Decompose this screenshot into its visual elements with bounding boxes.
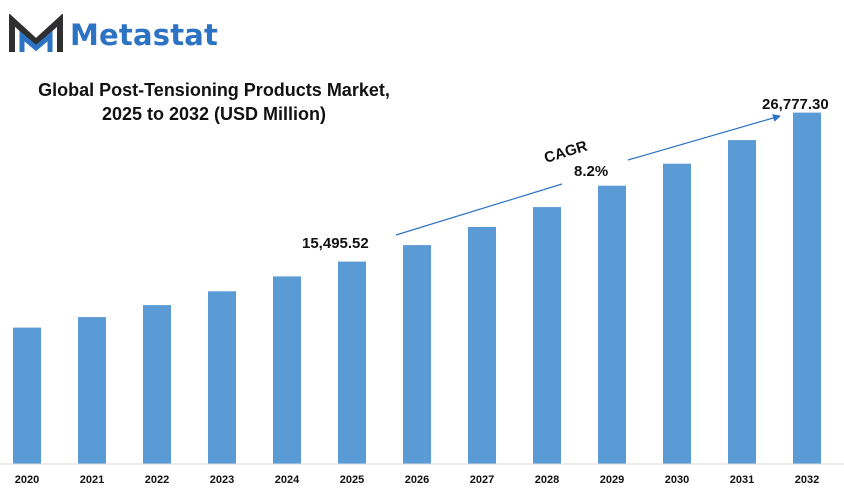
x-tick-2025: 2025 <box>340 474 364 486</box>
bar-2024 <box>273 276 301 464</box>
bars-layer <box>13 112 821 464</box>
x-tick-2029: 2029 <box>600 474 624 486</box>
end-value-label: 26,777.30 <box>762 96 829 113</box>
cagr-arrow-right <box>627 114 781 161</box>
x-tick-2021: 2021 <box>80 474 104 486</box>
bar-2028 <box>533 207 561 464</box>
x-tick-2026: 2026 <box>405 474 429 486</box>
cagr-arrow-left <box>395 183 563 236</box>
bar-2032 <box>793 112 821 464</box>
x-tick-2020: 2020 <box>15 474 39 486</box>
x-tick-2031: 2031 <box>730 474 754 486</box>
cagr-value-label: 8.2% <box>574 163 608 180</box>
metastat-m-logo-icon <box>9 14 63 52</box>
bar-2023 <box>208 291 236 464</box>
bar-2025 <box>338 261 366 464</box>
x-tick-2022: 2022 <box>145 474 169 486</box>
x-tick-2030: 2030 <box>665 474 689 486</box>
x-tick-2027: 2027 <box>470 474 494 486</box>
bar-2030 <box>663 163 691 464</box>
bar-2029 <box>598 185 626 464</box>
bar-2031 <box>728 140 756 464</box>
x-axis-ticks: 2020 2021 2022 2023 2024 2025 2026 2027 2028 2029… <box>15 474 819 486</box>
x-tick-2032: 2032 <box>795 474 819 486</box>
start-value-label: 15,495.52 <box>302 235 369 252</box>
brand-name: Metastat <box>70 18 219 52</box>
bar-2027 <box>468 227 496 464</box>
brand-logo[interactable]: Metastat <box>8 14 218 56</box>
bar-2026 <box>403 245 431 464</box>
chart-title-line-2: 2025 to 2032 (USD Million) <box>101 104 327 124</box>
bar-2021 <box>78 317 106 464</box>
chart-title: Global Post-Tensioning Products Market, … <box>14 78 414 126</box>
x-tick-2028: 2028 <box>535 474 559 486</box>
chart-title-line-1: Global Post-Tensioning Products Market, <box>38 80 390 100</box>
bar-2022 <box>143 305 171 464</box>
x-tick-2024: 2024 <box>275 474 300 486</box>
bar-2020 <box>13 327 41 464</box>
x-tick-2023: 2023 <box>210 474 234 486</box>
